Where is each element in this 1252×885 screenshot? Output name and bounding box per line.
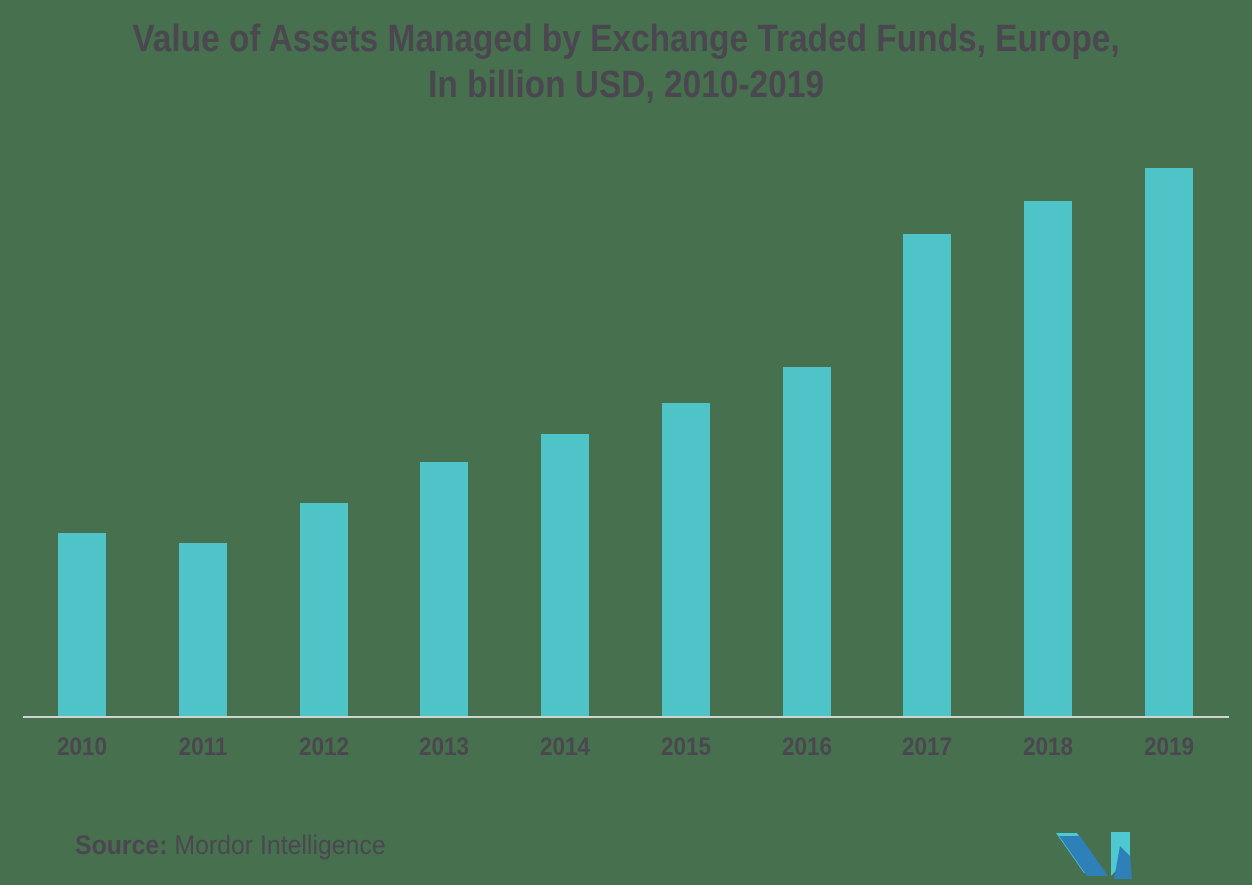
x-tick-label-2012: 2012 (298, 733, 350, 761)
chart-title-line2: In billion USD, 2010-2019 (428, 64, 824, 106)
bar-2016 (783, 367, 831, 716)
x-tick-label-2010: 2010 (56, 733, 108, 761)
logo-left-blue-shape (1059, 836, 1108, 876)
x-tick-label-2013: 2013 (418, 733, 470, 761)
mordor-intelligence-logo (1056, 832, 1132, 879)
logo-right-blue-shape (1114, 846, 1132, 879)
chart-title: Value of Assets Managed by Exchange Trad… (0, 16, 1252, 108)
bar-2019 (1145, 168, 1193, 716)
x-tick-label-2018: 2018 (1022, 733, 1074, 761)
bar-2011 (179, 543, 227, 716)
source-caption: Source: Mordor Intelligence (75, 830, 386, 861)
bar-2013 (420, 462, 468, 716)
x-tick-label-2017: 2017 (901, 733, 953, 761)
x-tick-label-2015: 2015 (660, 733, 712, 761)
bar-2017 (903, 234, 951, 716)
x-axis-line (23, 716, 1229, 718)
bar-2015 (662, 403, 710, 716)
x-tick-label-2014: 2014 (539, 733, 591, 761)
x-tick-label-2011: 2011 (178, 733, 228, 761)
bar-2014 (541, 434, 589, 716)
x-tick-label-2016: 2016 (781, 733, 833, 761)
source-label: Source: (75, 830, 168, 860)
source-name: Mordor Intelligence (167, 830, 386, 860)
bar-2018 (1024, 201, 1072, 716)
chart-title-line1: Value of Assets Managed by Exchange Trad… (132, 18, 1120, 60)
bar-2012 (300, 503, 348, 716)
bar-2010 (58, 533, 106, 716)
x-tick-label-2019: 2019 (1143, 733, 1195, 761)
